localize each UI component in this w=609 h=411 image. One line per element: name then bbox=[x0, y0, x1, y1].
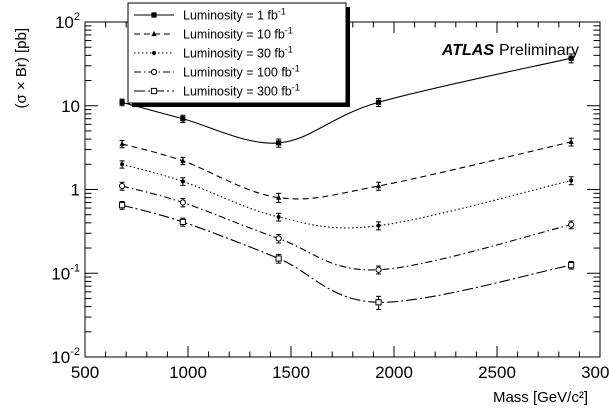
legend-entry-exponent: -1 bbox=[285, 45, 293, 55]
data-point bbox=[568, 262, 575, 269]
y-tick-base: 10 bbox=[55, 13, 74, 32]
y-axis-label: (σ × Br) [pb] bbox=[13, 28, 30, 109]
y-tick-base: 10 bbox=[51, 264, 70, 283]
x-tick-labels: 500 1000 1500 2000 2500 3000 bbox=[71, 363, 609, 382]
y-tick-label: 102 bbox=[55, 11, 80, 32]
x-tick-label: 500 bbox=[71, 363, 99, 382]
legend-entry-text: Luminosity = 1 fb bbox=[183, 9, 278, 23]
x-tick-label: 2000 bbox=[375, 363, 413, 382]
data-point bbox=[375, 266, 382, 273]
data-point bbox=[180, 116, 186, 122]
data-point bbox=[120, 162, 125, 167]
data-point bbox=[119, 140, 125, 147]
legend-entry-text: Luminosity = 30 fb bbox=[183, 47, 285, 61]
legend-entry-label: Luminosity = 1 fb-1 bbox=[183, 7, 286, 23]
legend-marker bbox=[151, 30, 157, 37]
atlas-preliminary-label: ATLAS Preliminary bbox=[441, 42, 579, 59]
x-tick-label: 2500 bbox=[478, 363, 516, 382]
data-point bbox=[568, 55, 574, 61]
data-point bbox=[118, 202, 126, 209]
data-point bbox=[180, 179, 185, 184]
data-point bbox=[180, 157, 186, 163]
data-point bbox=[179, 199, 186, 206]
data-point bbox=[118, 182, 126, 190]
y-tick-exponent: -1 bbox=[70, 262, 80, 274]
data-point bbox=[119, 99, 125, 105]
series-line-5 bbox=[121, 204, 572, 303]
data-point bbox=[568, 221, 575, 228]
data-point bbox=[375, 299, 382, 306]
legend-entry-label: Luminosity = 10 fb-1 bbox=[183, 26, 293, 42]
legend-entry-label: Luminosity = 30 fb-1 bbox=[183, 45, 293, 61]
y-tick-base: 10 bbox=[61, 97, 80, 116]
legend-entry-exponent: -1 bbox=[278, 7, 286, 17]
series-line-4 bbox=[121, 185, 572, 271]
legend-entry-exponent: -1 bbox=[292, 83, 300, 93]
x-tick-label: 1000 bbox=[169, 363, 207, 382]
data-point bbox=[568, 138, 574, 145]
data-point bbox=[276, 194, 282, 200]
legend-marker bbox=[150, 68, 158, 76]
y-tick-label: 10-2 bbox=[51, 346, 80, 367]
legend-marker bbox=[151, 12, 157, 18]
y-tick-base: 10 bbox=[51, 348, 70, 367]
data-point bbox=[569, 178, 574, 183]
data-point bbox=[179, 218, 186, 226]
data-point bbox=[375, 182, 382, 189]
series-points bbox=[118, 53, 575, 310]
series-line-2 bbox=[121, 141, 572, 200]
x-axis-label: Mass [GeV/c²] bbox=[493, 389, 588, 406]
y-tick-exponent: 2 bbox=[74, 11, 80, 23]
legend-entry-text: Luminosity = 300 fb bbox=[183, 85, 292, 99]
legend-entry-label: Luminosity = 300 fb-1 bbox=[183, 83, 300, 99]
legend-marker bbox=[150, 87, 158, 95]
legend-entry-text: Luminosity = 10 fb bbox=[183, 28, 285, 42]
legend-entry-exponent: -1 bbox=[292, 64, 300, 74]
legend-box bbox=[127, 2, 347, 104]
y-tick-label: 10 bbox=[61, 97, 80, 116]
data-point bbox=[275, 255, 282, 262]
x-tick-label: 1500 bbox=[272, 363, 310, 382]
y-tick-label: 10-1 bbox=[51, 262, 80, 283]
data-point bbox=[376, 223, 381, 228]
x-tick-label: 3000 bbox=[581, 363, 609, 382]
data-point bbox=[375, 99, 382, 105]
y-tick-base: 1 bbox=[71, 181, 80, 200]
data-point bbox=[276, 140, 282, 146]
legend-marker bbox=[152, 51, 156, 55]
y-tick-label: 1 bbox=[71, 181, 80, 200]
legend-entry-exponent: -1 bbox=[285, 26, 293, 36]
data-point bbox=[276, 214, 281, 219]
legend-entry-text: Luminosity = 100 fb bbox=[183, 66, 292, 80]
data-point bbox=[275, 235, 282, 242]
preliminary-label: Preliminary bbox=[499, 42, 579, 59]
legend-entry-label: Luminosity = 100 fb-1 bbox=[183, 64, 300, 80]
y-tick-exponent: -2 bbox=[70, 346, 80, 358]
series-line-3 bbox=[121, 163, 572, 229]
atlas-label: ATLAS bbox=[441, 42, 494, 59]
